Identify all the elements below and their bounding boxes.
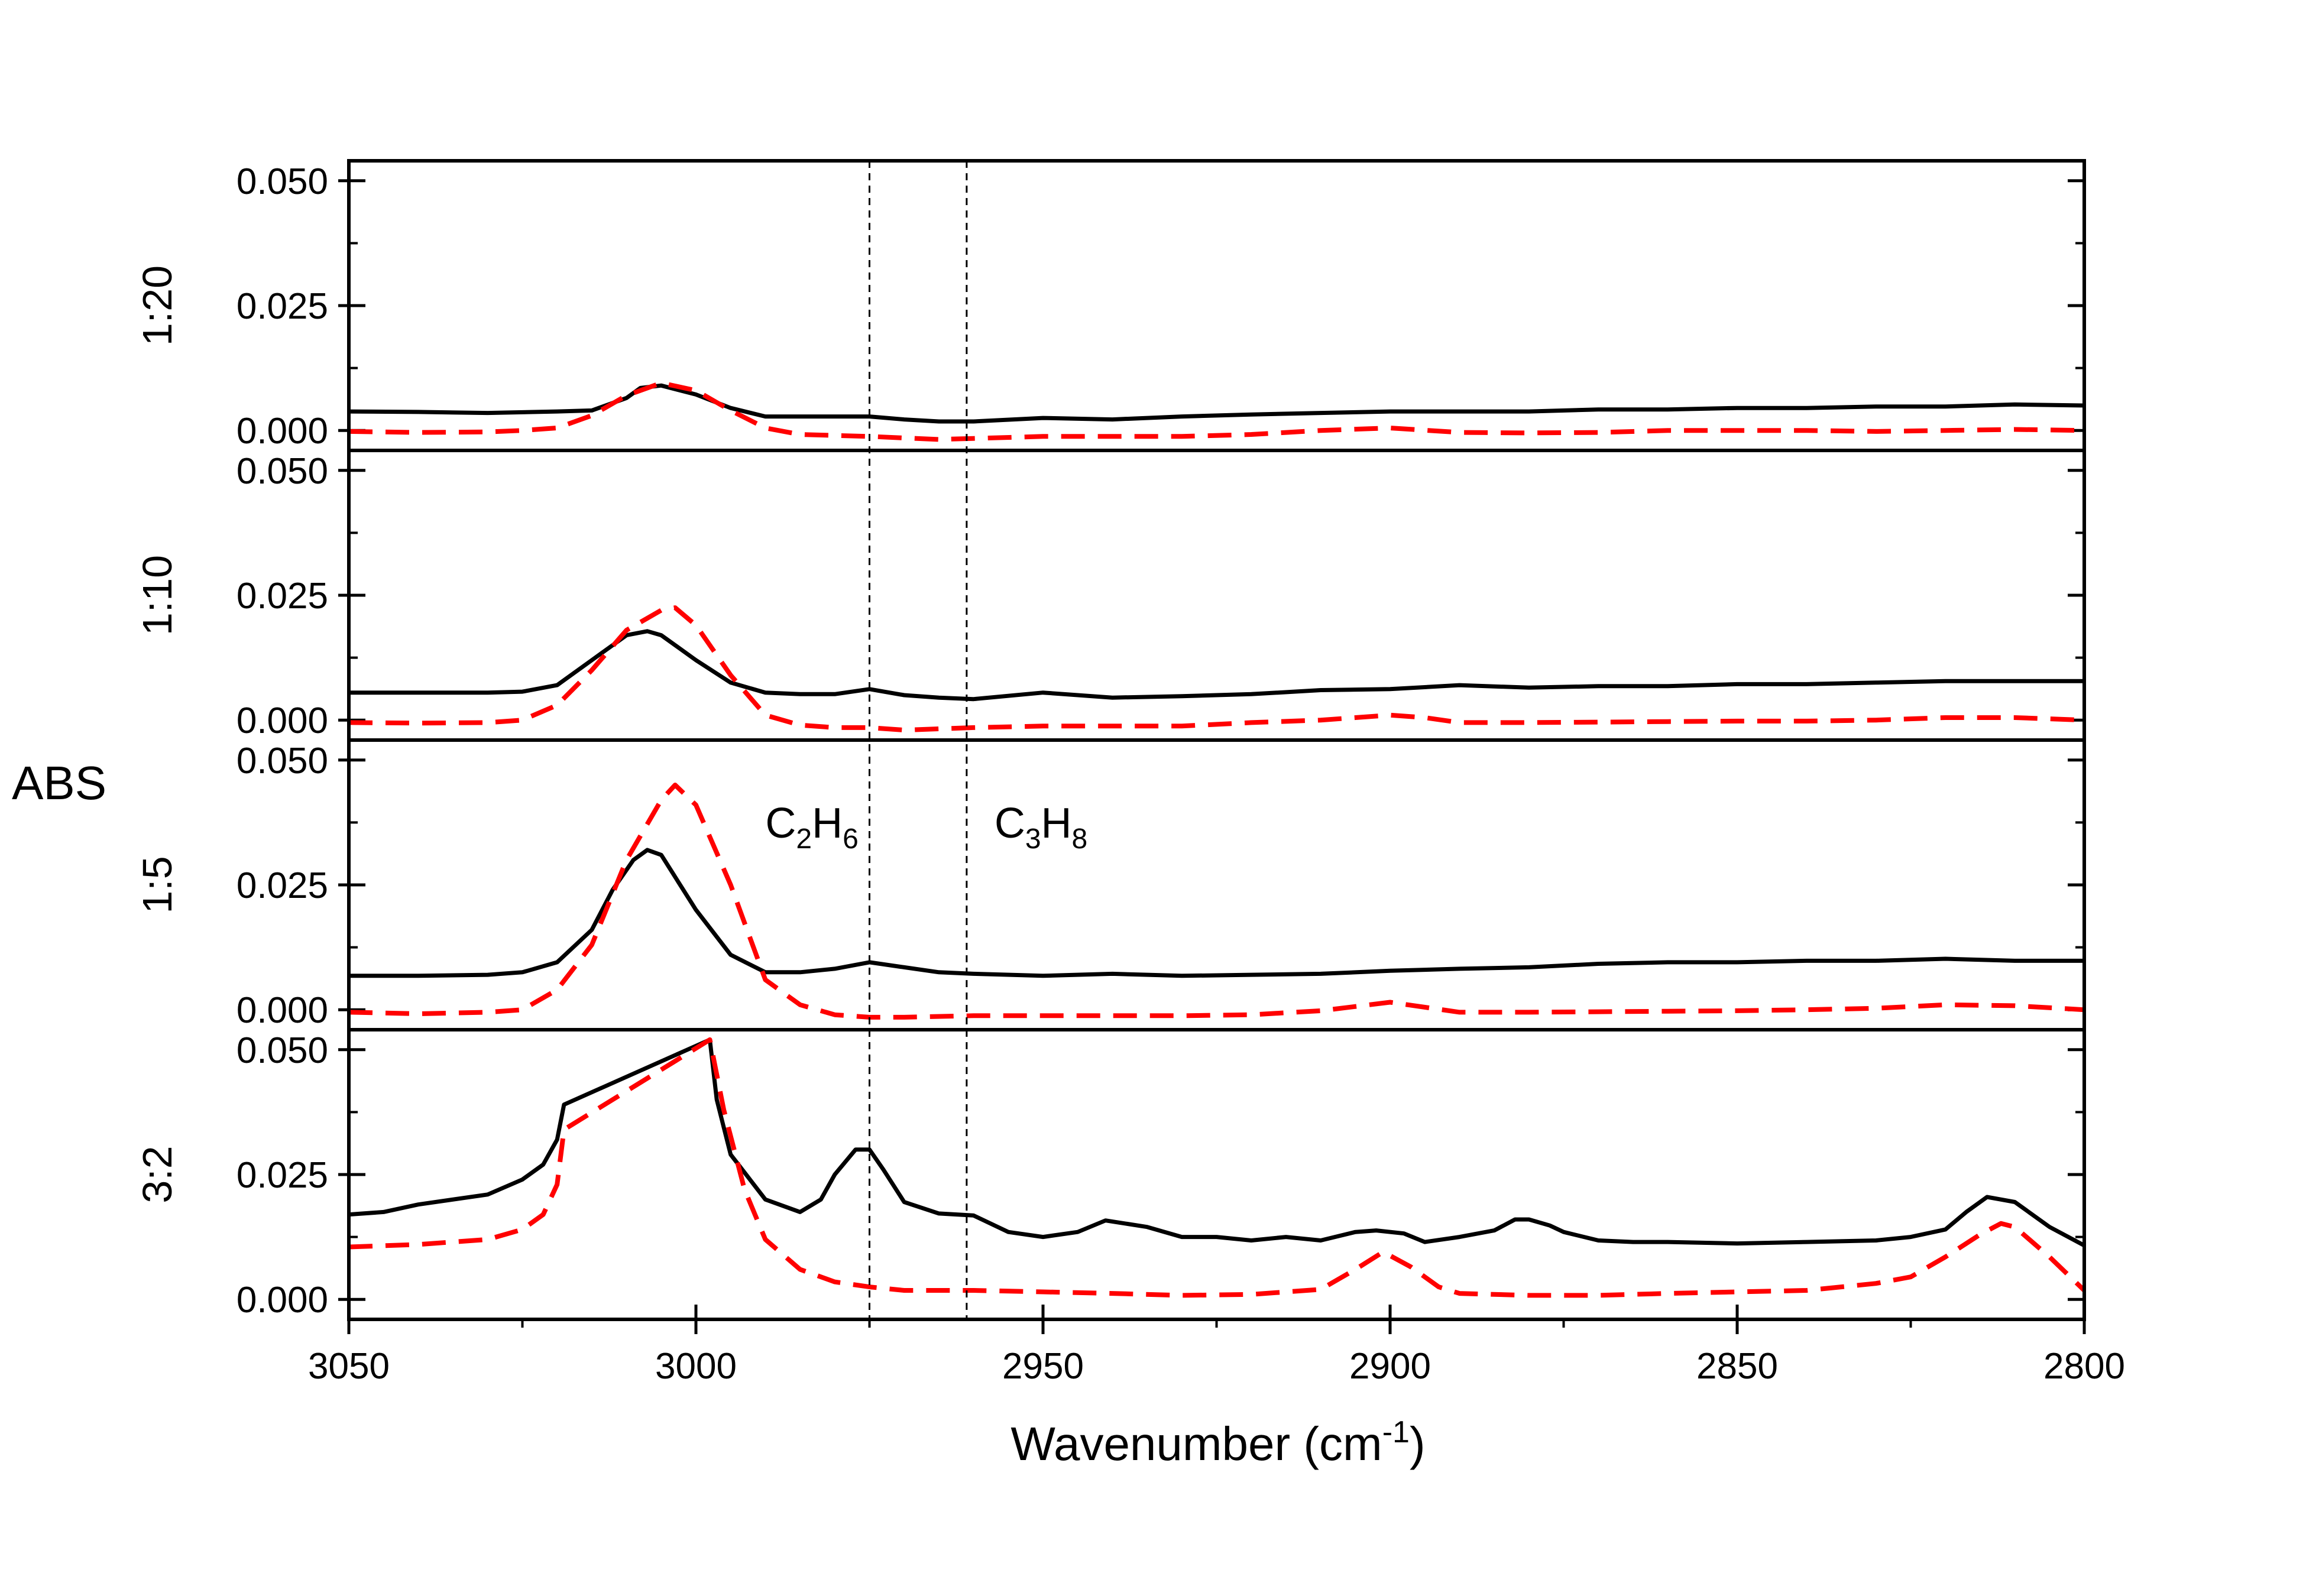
- y-tick-label: 0.050: [237, 161, 328, 202]
- reference-lines: [869, 161, 968, 1319]
- panel-label: 3:2: [134, 1146, 180, 1203]
- series-line-solid: [349, 629, 2084, 702]
- molecule-annotation: C2H6: [765, 800, 858, 855]
- y-tick-label: 0.000: [237, 411, 328, 452]
- plot-frame: [347, 159, 2086, 1321]
- x-axis-title: Wavenumber (cm-1): [1011, 1415, 1425, 1470]
- panel-frame: [347, 738, 2086, 1031]
- x-axis-title-main: Wavenumber (cm: [1011, 1417, 1382, 1470]
- x-tick-label: 3000: [655, 1346, 737, 1387]
- x-tick-label: 2850: [1696, 1346, 1778, 1387]
- x-tick-label: 2900: [1349, 1346, 1431, 1387]
- annot-sub: 2: [796, 823, 812, 855]
- y-tick-label: 0.050: [237, 451, 328, 492]
- panel-1-10: 0.000 0.025 0.050 1:10: [134, 451, 2084, 741]
- y-tick-label: 0.000: [237, 700, 328, 741]
- y-tick-label: 0.025: [237, 865, 328, 906]
- panel-1-20: 0.000 0.025 0.050 1:20: [134, 161, 2084, 452]
- annot-main: H: [812, 800, 843, 847]
- x-tick-label: 2800: [2043, 1346, 2125, 1387]
- annot-sub: 6: [843, 823, 859, 855]
- panel-3-2: 0.000 0.025 0.050 3:2: [134, 1030, 2084, 1321]
- x-axis-title-sup: -1: [1382, 1415, 1410, 1449]
- panel-frame: [347, 1028, 2086, 1321]
- panel-label: 1:10: [134, 555, 180, 635]
- annot-main: C: [765, 800, 796, 847]
- y-tick-label: 0.025: [237, 576, 328, 617]
- panel-1-5: 0.000 0.025 0.050 1:5: [134, 741, 2084, 1031]
- series-line-solid: [349, 383, 2084, 424]
- series-line-dashed: [349, 783, 2084, 1020]
- series-line-dashed: [349, 380, 2084, 442]
- x-tick-label: 3050: [308, 1346, 390, 1387]
- series-line-solid: [349, 848, 2084, 978]
- panel-label: 1:20: [134, 265, 180, 346]
- x-axis: 3050 3000 2950 2900 2850 2800: [308, 1305, 2125, 1387]
- y-tick-label: 0.000: [237, 990, 328, 1031]
- molecule-annotation: C3H8: [995, 800, 1087, 855]
- y-tick-label: 0.050: [237, 1030, 328, 1071]
- series-line-dashed: [349, 605, 2084, 733]
- y-tick-label: 0.025: [237, 286, 328, 327]
- annot-sub: 3: [1025, 823, 1041, 855]
- series-line-solid: [349, 1037, 2084, 1248]
- y-axis-title: ABS: [12, 757, 106, 809]
- panels-layer: 0.0000.0250.0501:200.0000.0250.0501:100.…: [134, 161, 2084, 1321]
- annot-sub: 8: [1072, 823, 1088, 855]
- annotations: C2H6 C3H8: [765, 800, 1087, 855]
- panel-label: 1:5: [134, 856, 180, 913]
- annot-main: C: [995, 800, 1025, 847]
- x-axis-title-suffix: ): [1410, 1417, 1426, 1470]
- y-tick-label: 0.025: [237, 1155, 328, 1196]
- y-tick-label: 0.050: [237, 741, 328, 781]
- y-tick-label: 0.000: [237, 1280, 328, 1321]
- annot-main: H: [1041, 800, 1072, 847]
- series-line-dashed: [349, 1037, 2084, 1298]
- x-tick-label: 2950: [1002, 1346, 1084, 1387]
